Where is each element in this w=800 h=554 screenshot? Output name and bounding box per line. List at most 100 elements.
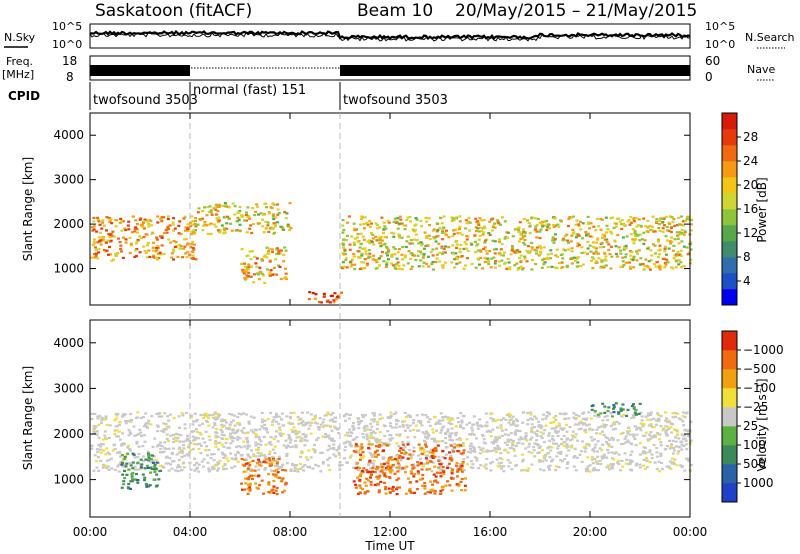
heatmap-cell xyxy=(140,223,144,226)
heatmap-cell xyxy=(535,439,538,442)
heatmap-cell xyxy=(183,427,187,430)
heatmap-cell xyxy=(485,252,489,255)
heatmap-cell xyxy=(683,437,687,440)
heatmap-cell xyxy=(689,439,693,442)
heatmap-cell xyxy=(588,428,592,431)
heatmap-cell xyxy=(551,421,554,424)
heatmap-cell xyxy=(403,411,407,414)
heatmap-cell xyxy=(119,247,123,251)
cpid-label: CPID xyxy=(8,89,40,103)
heatmap-cell xyxy=(517,228,521,231)
heatmap-cell xyxy=(182,440,185,443)
heatmap-cell xyxy=(135,248,139,251)
heatmap-cell xyxy=(548,227,551,230)
heatmap-cell xyxy=(192,420,195,423)
station-title: Saskatoon (fitACF) xyxy=(95,1,252,21)
heatmap-cell xyxy=(419,219,423,223)
heatmap-cell xyxy=(316,436,320,440)
heatmap-cell xyxy=(439,475,443,478)
heatmap-cell xyxy=(540,220,544,224)
heatmap-cell xyxy=(122,463,126,467)
heatmap-cell xyxy=(351,425,355,428)
heatmap-cell xyxy=(479,464,483,467)
heatmap-cell xyxy=(521,458,525,461)
heatmap-cell xyxy=(474,230,478,233)
heatmap-cell xyxy=(567,449,571,452)
heatmap-cell xyxy=(134,226,138,229)
heatmap-cell xyxy=(390,254,394,257)
heatmap-cell xyxy=(442,227,446,230)
heatmap-cell xyxy=(371,465,375,468)
heatmap-cell xyxy=(373,431,377,435)
heatmap-cell xyxy=(306,411,310,414)
heatmap-cell xyxy=(232,414,236,417)
heatmap-cell xyxy=(664,263,668,266)
heatmap-cell xyxy=(234,458,238,461)
heatmap-cell xyxy=(645,460,649,463)
heatmap-cell xyxy=(417,472,420,475)
heatmap-cell xyxy=(197,463,201,466)
heatmap-cell xyxy=(172,229,175,232)
heatmap-cell xyxy=(579,420,583,423)
colorbar-swatch xyxy=(722,464,737,484)
heatmap-cell xyxy=(601,430,604,433)
heatmap-cell xyxy=(535,236,539,239)
heatmap-cell xyxy=(366,490,370,493)
heatmap-cell xyxy=(526,411,530,415)
heatmap-cell xyxy=(565,423,568,426)
heatmap-cell xyxy=(246,445,250,448)
freq-bar-segment xyxy=(90,65,190,76)
heatmap-cell xyxy=(374,267,378,270)
heatmap-cell xyxy=(605,466,609,469)
heatmap-cell xyxy=(239,413,243,416)
heatmap-cell xyxy=(634,234,637,238)
heatmap-cell xyxy=(504,418,508,421)
heatmap-cell xyxy=(590,404,594,408)
heatmap-cell xyxy=(532,431,536,434)
heatmap-cell xyxy=(685,246,689,249)
heatmap-cell xyxy=(492,224,496,227)
heatmap-cell xyxy=(299,467,303,470)
heatmap-cell xyxy=(405,240,409,243)
heatmap-cell xyxy=(94,425,98,428)
heatmap-cell xyxy=(115,451,119,454)
heatmap-cell xyxy=(590,458,594,461)
heatmap-cell xyxy=(644,431,648,434)
heatmap-cell xyxy=(384,492,388,495)
heatmap-cell xyxy=(257,458,261,461)
heatmap-cell xyxy=(314,463,318,466)
heatmap-cell xyxy=(559,427,563,430)
heatmap-cell xyxy=(189,449,193,452)
heatmap-cell xyxy=(584,467,588,470)
heatmap-cell xyxy=(332,447,336,450)
heatmap-cell xyxy=(565,443,569,446)
heatmap-cell xyxy=(209,209,213,212)
heatmap-cell xyxy=(625,261,629,264)
heatmap-cell xyxy=(673,428,677,431)
heatmap-cell xyxy=(272,213,275,216)
colorbar-swatch xyxy=(722,209,737,226)
heatmap-cell xyxy=(289,469,293,472)
heatmap-cell xyxy=(637,249,641,252)
heatmap-cell xyxy=(109,218,113,221)
heatmap-cell xyxy=(485,449,489,452)
heatmap-cell xyxy=(188,439,192,443)
heatmap-cell xyxy=(579,220,582,223)
heatmap-cell xyxy=(236,421,240,425)
heatmap-cell xyxy=(393,457,397,460)
heatmap-cell xyxy=(129,413,133,416)
heatmap-cell xyxy=(388,439,392,442)
x-tick-label: 16:00 xyxy=(473,525,508,539)
heatmap-cell xyxy=(125,462,129,465)
heatmap-cell xyxy=(404,254,408,257)
heatmap-cell xyxy=(409,220,412,223)
heatmap-cell xyxy=(266,221,270,224)
heatmap-cell xyxy=(570,247,574,250)
heatmap-cell xyxy=(146,219,150,222)
heatmap-cell xyxy=(363,424,367,428)
heatmap-cell xyxy=(146,450,150,453)
heatmap-cell xyxy=(524,438,528,441)
heatmap-cell xyxy=(217,415,221,418)
heatmap-cell xyxy=(537,446,541,449)
